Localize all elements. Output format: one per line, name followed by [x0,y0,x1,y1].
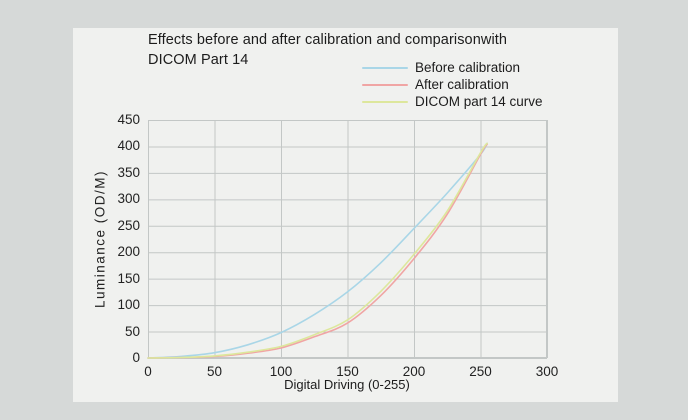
y-tick-label: 150 [117,270,140,286]
y-axis-label: Luminance (OD/M) [92,169,108,309]
y-tick-label: 0 [132,350,140,365]
x-tick-label: 200 [402,364,426,379]
legend-line-swatch [362,100,408,103]
legend-label: After calibration [415,77,509,92]
curve-dicom-part-14-curve [147,142,488,359]
x-tick-label: 100 [269,364,293,379]
plot-border [148,120,547,358]
curve-before-calibration [147,142,488,359]
legend: Before calibration After calibration DICOM… [362,59,543,110]
x-tick-label: 0 [144,364,152,379]
x-tick-label: 150 [336,364,359,379]
y-tick-label: 300 [117,191,140,207]
x-axis-label: Digital Driving (0-255) [284,377,410,392]
curve-after-calibration [147,143,488,359]
legend-label: DICOM part 14 curve [415,94,543,109]
x-tick-label: 300 [535,364,559,379]
y-tick-label: 200 [117,244,140,260]
legend-line-swatch [362,66,408,69]
y-tick-label: 250 [117,217,140,233]
chart-title: Effects before and after calibration and… [148,32,508,69]
y-tick-label: 450 [117,112,140,127]
y-tick-label: 350 [117,164,140,180]
legend-item: Before calibration [362,59,543,76]
legend-line-swatch [362,83,408,86]
figure-panel [73,28,618,402]
y-tick-label: 400 [117,138,140,154]
x-tick-label: 50 [206,364,223,379]
legend-item: DICOM part 14 curve [362,93,543,110]
y-tick-label: 100 [117,297,140,313]
x-tick-label: 250 [469,364,492,379]
y-tick-label: 50 [124,323,140,339]
legend-label: Before calibration [415,60,521,75]
legend-item: After calibration [362,76,543,93]
